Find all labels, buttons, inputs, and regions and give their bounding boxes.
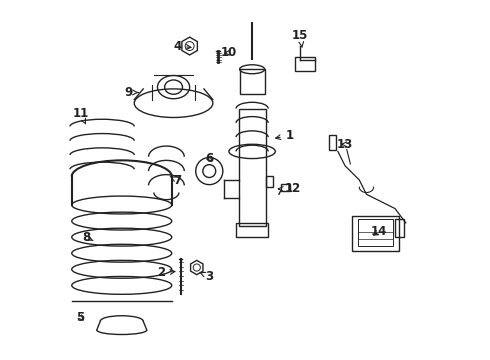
Bar [352,216,398,251]
Bar [236,223,268,237]
Text: 15: 15 [292,29,309,48]
Bar [395,219,404,237]
Bar [295,57,315,71]
Text: 5: 5 [76,311,85,324]
Bar [240,69,265,94]
Bar [266,176,273,187]
Text: 10: 10 [221,46,237,59]
Text: 6: 6 [205,152,214,165]
Text: 9: 9 [125,86,139,99]
Text: 7: 7 [170,174,181,186]
Text: 1: 1 [276,129,294,142]
Bar [358,219,393,246]
Text: 8: 8 [82,231,93,244]
Text: 11: 11 [73,107,89,123]
Bar [281,184,290,191]
Text: 3: 3 [200,270,213,283]
Text: 12: 12 [278,183,301,195]
Text: 2: 2 [157,266,175,279]
Text: 13: 13 [337,138,353,151]
Bar [329,135,336,150]
Bar [239,109,266,226]
Text: 4: 4 [173,40,191,53]
Text: 14: 14 [371,225,387,238]
